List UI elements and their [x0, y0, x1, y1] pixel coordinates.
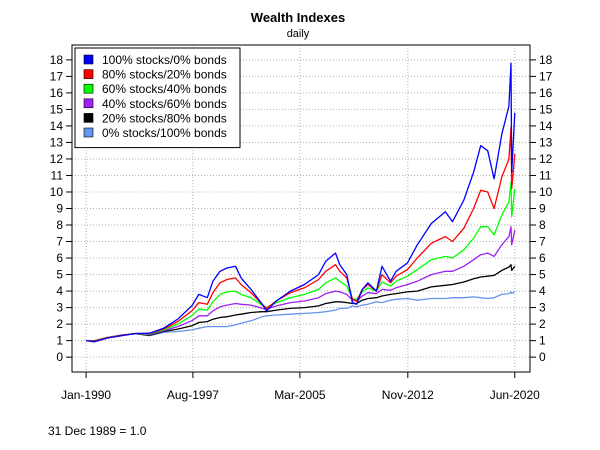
y-tick-label-left: 10: [50, 185, 64, 199]
y-tick-label-left: 1: [56, 334, 63, 348]
y-tick-label-left: 17: [50, 69, 64, 83]
legend-swatch: [83, 113, 94, 123]
y-tick-label-left: 0: [56, 350, 63, 364]
y-tick-label-right: 4: [539, 284, 546, 298]
chart-subtitle: daily: [287, 28, 310, 40]
series-line: [86, 62, 516, 343]
legend-swatch: [83, 54, 94, 65]
legend-swatch: [83, 127, 94, 138]
y-tick-label-left: 4: [56, 284, 63, 298]
legend-label: 0% stocks/100% bonds: [102, 126, 227, 140]
y-tick-label-right: 6: [539, 251, 546, 265]
series-line: [86, 126, 516, 342]
y-tick-label-right: 18: [539, 53, 553, 67]
legend-swatch: [83, 98, 94, 109]
x-tick-label: Aug-1997: [167, 388, 219, 402]
legend-label: 80% stocks/20% bonds: [102, 68, 227, 82]
y-tick-label-left: 16: [50, 86, 64, 100]
y-tick-label-right: 13: [539, 135, 553, 149]
series-line: [86, 264, 516, 342]
y-tick-label-right: 16: [539, 86, 553, 100]
legend-box: [74, 47, 241, 149]
y-tick-label-right: 5: [539, 268, 546, 282]
y-tick-label-left: 8: [56, 218, 63, 232]
x-tick-label: Jun-2020: [490, 388, 540, 402]
legend-swatch: [83, 83, 94, 94]
y-tick-label-right: 10: [539, 185, 553, 199]
footnote: 31 Dec 1989 = 1.0: [48, 424, 147, 438]
y-tick-label-right: 3: [539, 301, 546, 315]
series-line: [86, 181, 516, 342]
series-line: [86, 291, 516, 342]
y-tick-label-left: 2: [56, 317, 63, 331]
y-tick-label-right: 15: [539, 102, 553, 116]
legend-label: 100% stocks/0% bonds: [102, 53, 227, 67]
y-tick-label-right: 12: [539, 152, 553, 166]
y-tick-label-left: 3: [56, 301, 63, 315]
y-tick-label-left: 14: [50, 119, 64, 133]
x-tick-label: Nov-2012: [382, 388, 434, 402]
x-tick-label: Mar-2005: [274, 388, 326, 402]
y-tick-label-right: 11: [539, 168, 552, 182]
series-line: [86, 226, 516, 342]
legend-label: 20% stocks/80% bonds: [102, 111, 227, 125]
y-tick-label-right: 8: [539, 218, 546, 232]
y-tick-label-left: 15: [50, 102, 64, 116]
legend-label: 40% stocks/60% bonds: [102, 97, 227, 111]
y-tick-label-right: 2: [539, 317, 546, 331]
x-tick-label: Jan-1990: [61, 388, 111, 402]
y-tick-label-right: 0: [539, 350, 546, 364]
y-tick-label-right: 14: [539, 119, 553, 133]
chart-title: Wealth Indexes: [251, 10, 345, 25]
y-tick-label-left: 5: [56, 268, 63, 282]
legend-swatch: [83, 69, 94, 79]
legend-label: 60% stocks/40% bonds: [102, 82, 227, 96]
y-tick-label-left: 12: [50, 152, 64, 166]
y-tick-label-left: 7: [56, 235, 63, 249]
y-tick-label-right: 1: [539, 334, 546, 348]
y-tick-label-left: 11: [51, 168, 64, 182]
y-tick-label-right: 7: [539, 235, 546, 249]
y-tick-label-left: 13: [50, 135, 64, 149]
y-tick-label-right: 17: [539, 69, 553, 83]
y-tick-label-left: 9: [56, 202, 63, 216]
y-tick-label-left: 18: [50, 53, 64, 67]
y-tick-label-right: 9: [539, 202, 546, 216]
series-lines: [86, 62, 516, 343]
y-tick-label-left: 6: [56, 251, 63, 265]
